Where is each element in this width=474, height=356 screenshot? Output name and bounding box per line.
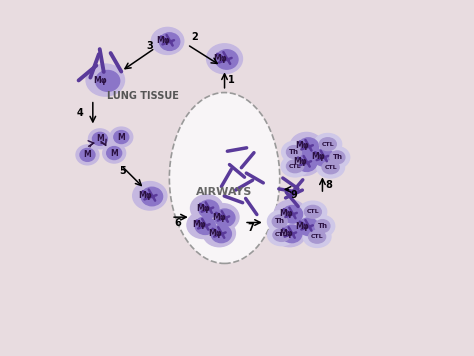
Ellipse shape — [314, 148, 334, 166]
Ellipse shape — [215, 209, 235, 227]
Text: 6: 6 — [174, 218, 181, 227]
Ellipse shape — [314, 134, 342, 155]
Text: Mφ: Mφ — [213, 54, 227, 63]
Ellipse shape — [169, 93, 280, 263]
Ellipse shape — [195, 217, 215, 235]
Ellipse shape — [315, 220, 330, 232]
Ellipse shape — [110, 127, 133, 147]
Text: Mφ: Mφ — [294, 157, 308, 167]
Ellipse shape — [325, 147, 350, 168]
Ellipse shape — [303, 226, 331, 247]
Text: 3: 3 — [146, 41, 153, 51]
Text: Mφ: Mφ — [279, 229, 292, 238]
Ellipse shape — [330, 151, 345, 164]
Ellipse shape — [216, 50, 238, 69]
Ellipse shape — [290, 132, 323, 159]
Text: CTL: CTL — [321, 142, 334, 147]
Ellipse shape — [298, 138, 319, 156]
Ellipse shape — [159, 33, 180, 51]
Ellipse shape — [267, 211, 292, 232]
Text: M: M — [110, 148, 118, 158]
Text: CTL: CTL — [275, 232, 288, 237]
Text: 7: 7 — [248, 223, 255, 233]
Text: 2: 2 — [191, 32, 198, 42]
Text: Mφ: Mφ — [208, 229, 222, 238]
Text: Mφ: Mφ — [192, 220, 206, 230]
Text: Mφ: Mφ — [295, 141, 309, 151]
Ellipse shape — [286, 146, 301, 158]
Text: Th: Th — [318, 223, 328, 229]
Text: Th: Th — [332, 155, 342, 160]
Text: Th: Th — [275, 219, 285, 224]
Text: CTL: CTL — [307, 209, 319, 214]
Text: Mφ: Mφ — [138, 191, 152, 200]
Text: Th: Th — [289, 149, 299, 155]
Ellipse shape — [297, 154, 317, 172]
Ellipse shape — [92, 132, 108, 145]
Ellipse shape — [306, 143, 338, 170]
Ellipse shape — [322, 161, 339, 174]
Ellipse shape — [103, 143, 126, 163]
Text: 5: 5 — [119, 166, 126, 176]
Ellipse shape — [310, 215, 335, 237]
Ellipse shape — [273, 229, 290, 241]
Text: 8: 8 — [326, 180, 332, 190]
Ellipse shape — [309, 230, 326, 243]
Ellipse shape — [298, 218, 319, 236]
Ellipse shape — [199, 200, 219, 218]
Text: 1: 1 — [228, 75, 234, 85]
Ellipse shape — [114, 131, 129, 143]
Text: 9: 9 — [291, 190, 297, 200]
Ellipse shape — [191, 195, 223, 222]
Text: M: M — [118, 132, 125, 142]
Ellipse shape — [187, 211, 219, 239]
Ellipse shape — [211, 225, 231, 243]
Ellipse shape — [282, 141, 306, 163]
Ellipse shape — [290, 213, 323, 240]
Text: LUNG TISSUE: LUNG TISSUE — [107, 91, 179, 101]
Text: Mφ: Mφ — [295, 221, 309, 231]
Ellipse shape — [299, 201, 327, 222]
Text: Mφ: Mφ — [311, 152, 325, 161]
Text: CTL: CTL — [289, 164, 301, 169]
Ellipse shape — [133, 182, 167, 210]
Ellipse shape — [203, 220, 236, 247]
Ellipse shape — [141, 187, 163, 206]
Ellipse shape — [86, 64, 125, 96]
Ellipse shape — [272, 215, 287, 228]
Ellipse shape — [151, 27, 184, 54]
Text: AIRWAYS: AIRWAYS — [196, 187, 253, 197]
Ellipse shape — [96, 70, 120, 91]
Ellipse shape — [207, 204, 239, 231]
Ellipse shape — [274, 200, 307, 227]
Text: Mφ: Mφ — [212, 213, 226, 222]
Text: M: M — [83, 150, 91, 159]
Ellipse shape — [317, 157, 345, 178]
Text: Mφ: Mφ — [196, 204, 210, 213]
Text: Mφ: Mφ — [156, 36, 170, 46]
Ellipse shape — [273, 220, 306, 247]
Ellipse shape — [281, 156, 309, 177]
Ellipse shape — [282, 225, 302, 243]
Ellipse shape — [76, 145, 99, 165]
Ellipse shape — [207, 44, 243, 74]
Ellipse shape — [288, 148, 321, 176]
Ellipse shape — [107, 147, 122, 159]
Ellipse shape — [304, 205, 321, 218]
Text: Mφ: Mφ — [280, 209, 293, 218]
Ellipse shape — [283, 205, 302, 223]
Text: M: M — [96, 134, 104, 143]
Ellipse shape — [286, 160, 303, 173]
Ellipse shape — [268, 224, 295, 246]
Text: Mφ: Mφ — [93, 75, 107, 85]
Text: CTL: CTL — [311, 234, 323, 239]
Ellipse shape — [89, 129, 111, 149]
Text: 4: 4 — [77, 108, 84, 118]
Ellipse shape — [80, 148, 95, 161]
Text: CTL: CTL — [324, 165, 337, 170]
Ellipse shape — [319, 138, 337, 151]
